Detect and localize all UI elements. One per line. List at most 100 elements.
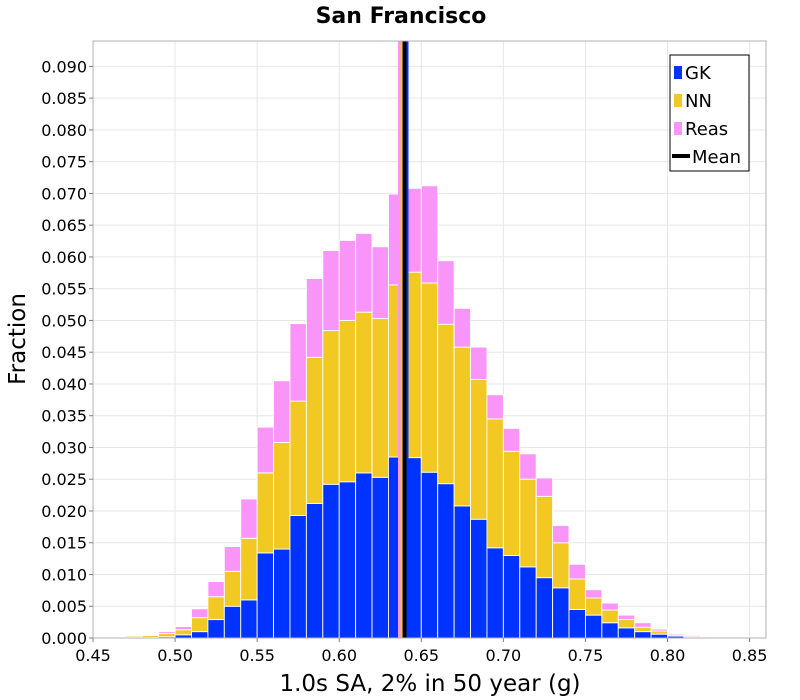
bar-gk	[240, 599, 258, 639]
bar-nn	[617, 619, 636, 629]
bar-nn	[223, 570, 242, 607]
bar-nn	[568, 578, 586, 610]
bar-gk	[584, 614, 603, 639]
bar-nn	[584, 597, 603, 616]
y-tick-label: 0.050	[41, 311, 87, 330]
bar-nn	[158, 633, 176, 638]
y-tick-label: 0.065	[41, 216, 87, 235]
x-tick-label: 0.60	[321, 646, 357, 665]
bar-reas	[667, 633, 685, 636]
legend-label-reas: Reas	[685, 119, 728, 140]
bar-reas	[141, 634, 160, 636]
bar-nn	[502, 450, 521, 556]
bar-reas	[207, 581, 225, 598]
y-tick-label: 0.060	[41, 248, 87, 267]
bar-nn	[634, 626, 652, 633]
y-tick-label: 0.055	[41, 280, 87, 299]
legend-label-mean: Mean	[692, 147, 741, 168]
bar-gk	[453, 505, 471, 639]
bar-reas	[256, 426, 275, 474]
bar-reas	[174, 626, 192, 631]
bar-nn	[486, 418, 504, 549]
bar-nn	[256, 472, 275, 554]
y-tick-label: 0.000	[41, 629, 87, 648]
bar-nn	[305, 356, 324, 504]
bar-reas	[601, 602, 619, 611]
x-axis-label: 1.0s SA, 2% in 50 year (g)	[279, 671, 580, 697]
bar-gk	[437, 483, 455, 639]
bar-reas	[437, 260, 455, 325]
y-tick-label: 0.090	[41, 57, 87, 76]
bar-reas	[305, 278, 324, 358]
bar-reas	[519, 453, 537, 480]
legend-label-nn: NN	[685, 91, 712, 112]
bar-nn	[519, 478, 537, 568]
y-tick-label: 0.005	[41, 597, 87, 616]
bar-reas	[634, 622, 652, 628]
bar-reas	[338, 239, 357, 321]
bar-reas	[699, 636, 718, 638]
legend-box	[669, 54, 750, 172]
y-tick-label: 0.015	[41, 534, 87, 553]
bar-reas	[240, 498, 258, 539]
legend-swatch-reas	[674, 122, 682, 135]
bar-gk	[634, 631, 652, 639]
y-tick-label: 0.075	[41, 153, 87, 172]
bar-reas	[502, 427, 521, 452]
bar-nn	[207, 596, 225, 621]
bar-reas	[273, 380, 291, 443]
bar-nn	[437, 323, 455, 485]
bar-reas	[355, 232, 373, 313]
bar-reas	[125, 635, 143, 637]
bar-reas	[617, 614, 636, 621]
x-tick-label: 0.65	[403, 646, 439, 665]
bar-nn	[322, 330, 340, 485]
y-tick-label: 0.040	[41, 375, 87, 394]
x-tick-label: 0.50	[157, 646, 193, 665]
bar-gk	[552, 587, 570, 639]
bar-gk	[256, 552, 275, 639]
bar-reas	[486, 394, 504, 420]
x-tick-label: 0.85	[732, 646, 768, 665]
bar-reas	[420, 185, 439, 284]
legend-label-gk: GK	[685, 63, 712, 84]
y-tick-label: 0.035	[41, 407, 87, 426]
bar-nn	[191, 617, 209, 633]
bar-gk	[519, 566, 537, 639]
bar-reas	[371, 246, 389, 319]
bar-gk	[273, 548, 291, 639]
bar-gk	[617, 627, 636, 639]
y-tick-label: 0.020	[41, 502, 87, 521]
bar-gk	[338, 481, 357, 639]
plot-frame	[92, 40, 767, 639]
x-tick-label: 0.45	[75, 646, 111, 665]
y-tick-label: 0.045	[41, 343, 87, 362]
y-tick-label: 0.070	[41, 184, 87, 203]
bar-reas	[289, 323, 307, 402]
y-axis-ticks: 0.000 0.005 0.010 0.015 0.020 0.025 0.030 0.035…	[41, 57, 93, 648]
bar-reas	[322, 250, 340, 332]
bar-nn	[174, 629, 192, 636]
mean-lines-group	[397, 41, 409, 638]
bar-gk	[191, 631, 209, 639]
y-tick-label: 0.080	[41, 121, 87, 140]
bar-nn	[601, 609, 619, 624]
legend-swatch-gk	[674, 66, 682, 79]
bar-gk	[305, 502, 324, 639]
x-tick-label: 0.55	[239, 646, 275, 665]
x-tick-label: 0.75	[568, 646, 604, 665]
bar-gk	[207, 619, 225, 639]
bar-nn	[453, 346, 471, 507]
bar-gk	[470, 518, 488, 639]
bar-nn	[289, 400, 307, 516]
bar-nn	[552, 542, 570, 589]
bars-group	[108, 185, 751, 639]
bar-nn	[240, 537, 258, 601]
bar-reas	[470, 346, 488, 380]
x-tick-label: 0.80	[650, 646, 686, 665]
bar-nn	[355, 311, 373, 474]
bar-reas	[552, 525, 570, 544]
bar-gk	[355, 472, 373, 639]
bar-reas	[158, 631, 176, 635]
